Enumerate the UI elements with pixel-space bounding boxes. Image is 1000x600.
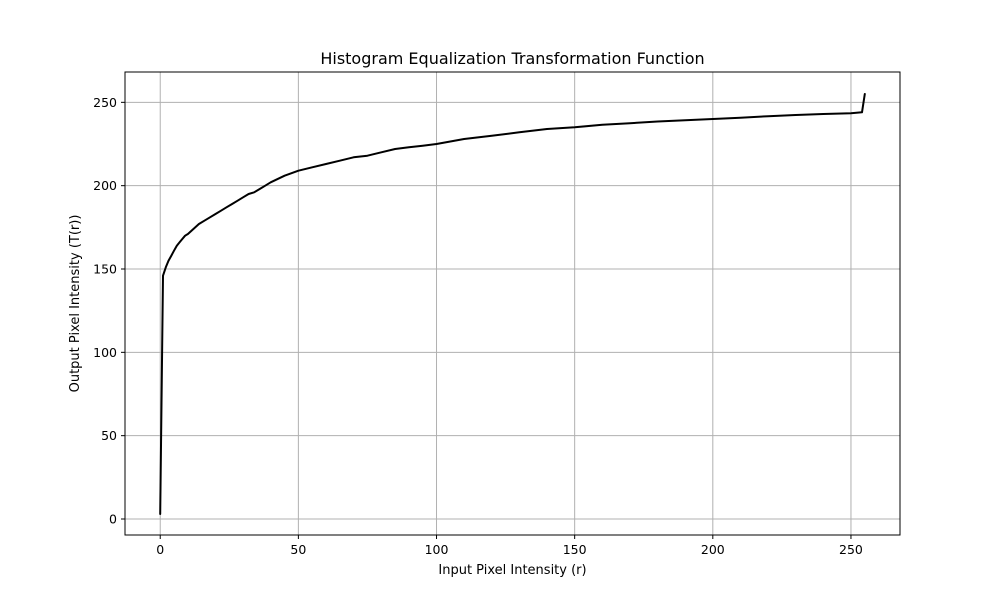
series-line	[159, 93, 866, 515]
y-tick-label: 100	[93, 345, 117, 360]
x-tick-label: 50	[290, 542, 306, 557]
chart-title: Histogram Equalization Transformation Fu…	[320, 49, 704, 68]
plot-frame	[124, 71, 901, 536]
y-tick-label: 0	[109, 512, 117, 527]
x-axis-label: Input Pixel Intensity (r)	[438, 563, 586, 578]
x-tick-label: 0	[156, 542, 164, 557]
y-axis-ticks: 0 50 100 150 200 250	[93, 95, 125, 527]
y-tick-label: 50	[101, 428, 117, 443]
grid	[125, 72, 900, 535]
y-tick-label: 200	[93, 178, 117, 193]
x-tick-label: 150	[563, 542, 587, 557]
y-tick-label: 150	[93, 262, 117, 277]
y-axis-label: Output Pixel Intensity (T(r))	[68, 215, 83, 393]
x-tick-label: 250	[839, 542, 863, 557]
series-layer	[159, 93, 866, 515]
y-tick-label: 250	[93, 95, 117, 110]
x-tick-label: 100	[425, 542, 449, 557]
x-axis-ticks: 0 50 100 150 200 250	[156, 535, 863, 557]
x-tick-label: 200	[701, 542, 725, 557]
